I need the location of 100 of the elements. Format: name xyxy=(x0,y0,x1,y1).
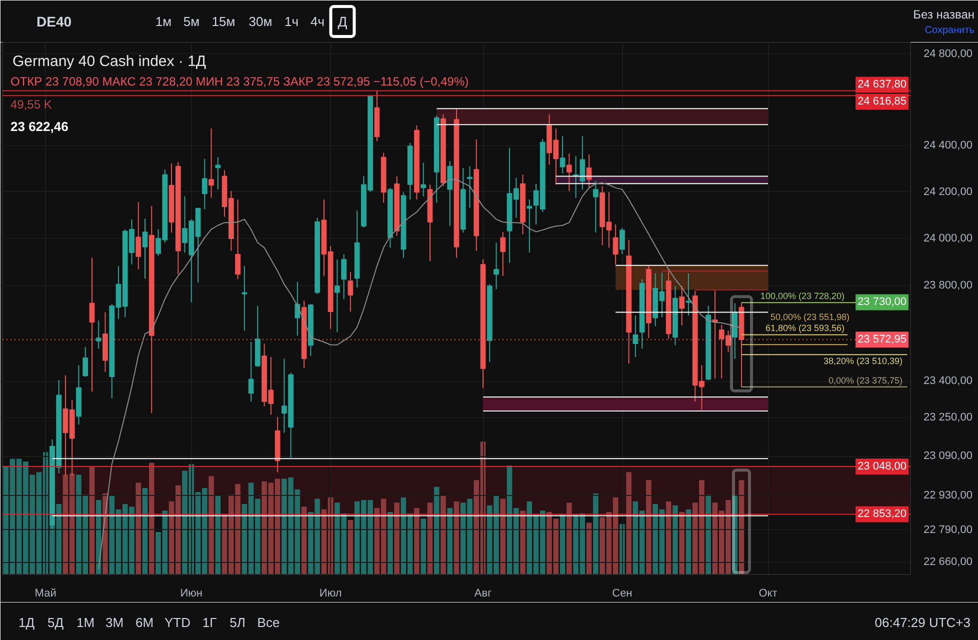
bar xyxy=(136,482,142,574)
candlestick xyxy=(679,285,685,326)
candlestick xyxy=(566,153,572,192)
y-tick-label: 23 250,00 xyxy=(924,411,972,424)
bar xyxy=(500,498,506,574)
bar xyxy=(388,512,393,574)
y-tick-label: 24 200,00 xyxy=(924,186,972,198)
x-tick-label: Июн xyxy=(180,588,203,600)
bar xyxy=(414,508,420,574)
bar xyxy=(148,462,154,574)
bar xyxy=(208,476,214,574)
candlestick xyxy=(420,162,426,197)
text: 5Д xyxy=(47,615,64,630)
candlestick xyxy=(526,198,532,254)
annotation: 23 622,46 xyxy=(10,119,68,134)
text: 4ч xyxy=(310,14,325,29)
candlestick xyxy=(202,158,208,210)
bar xyxy=(626,472,632,574)
bar xyxy=(732,494,738,574)
ref-line-label: 22 853,20 xyxy=(858,508,906,520)
y-tick-label: 23 090,00 xyxy=(924,450,972,462)
bar xyxy=(566,502,572,574)
candlestick xyxy=(592,180,598,234)
text: 50,00% (23 551,98) xyxy=(770,312,850,322)
y-tick-label: 22 930,00 xyxy=(924,489,972,502)
candlestick xyxy=(235,198,240,280)
candlestick xyxy=(248,341,254,402)
text: 15м xyxy=(212,14,236,29)
candlestick xyxy=(215,156,221,190)
series-label: 100,00% (23 728,20) xyxy=(760,291,845,302)
y-tick-label: 24 800,00 xyxy=(924,48,972,60)
text: 1Г xyxy=(202,615,217,630)
candlestick xyxy=(500,231,506,276)
text: Все xyxy=(257,615,280,630)
bar xyxy=(672,505,678,574)
candlestick xyxy=(560,136,566,174)
text: ОТКР 23 708,90 МАКС 23 728,20 МИН 23 375,75 ЗАКР 23 572,95 −115,05 (−0,49%) xyxy=(10,74,469,88)
bar xyxy=(520,510,526,574)
text: 1Д xyxy=(18,615,35,630)
x-tick-label: Окт xyxy=(758,588,778,600)
text: 1м xyxy=(155,14,172,29)
text: 5Л xyxy=(230,615,246,630)
text: DE40 xyxy=(36,14,72,30)
text: Без назван xyxy=(913,8,975,22)
candlestick xyxy=(348,271,354,312)
x-tick-label: Сен xyxy=(612,588,632,600)
text: 30м xyxy=(248,14,272,29)
candlestick xyxy=(142,218,148,280)
bar xyxy=(440,496,446,574)
candlestick xyxy=(341,254,347,300)
bar xyxy=(420,518,426,574)
ref-line-label: 24 637,80 xyxy=(858,78,906,91)
text: 3М xyxy=(105,615,124,630)
text: 6М xyxy=(135,615,154,630)
candlestick xyxy=(89,257,95,392)
text: Д xyxy=(338,14,348,30)
candlestick xyxy=(82,346,88,378)
series-label: 0,00% (23 375,75) xyxy=(828,375,903,386)
bar xyxy=(434,486,440,574)
ref-line-label: 23 048,00 xyxy=(858,460,906,472)
ref-line-label: 24 616,85 xyxy=(858,96,906,108)
y-tick-label: 22 790,00 xyxy=(924,524,972,536)
series-label: 38,20% (23 510,39) xyxy=(823,356,903,366)
annotation: 23 730,00 xyxy=(858,296,906,308)
y-tick-label: 23 400,00 xyxy=(924,375,972,388)
candlestick xyxy=(586,154,592,188)
annotation: 49,55 K xyxy=(10,98,52,112)
bar xyxy=(593,493,598,574)
text: 5м xyxy=(183,14,200,29)
candlestick xyxy=(632,315,638,358)
candlestick xyxy=(96,320,102,350)
y-tick-label: 22 660,00 xyxy=(924,556,972,568)
candlestick xyxy=(467,166,472,208)
candlestick xyxy=(136,202,142,270)
bar xyxy=(706,494,712,574)
y-tick-label: 24 400,00 xyxy=(924,139,972,152)
x-tick-label: Авг xyxy=(474,588,492,600)
candlestick xyxy=(620,227,625,255)
bar xyxy=(586,522,592,574)
candlestick xyxy=(612,224,618,265)
bar xyxy=(394,502,400,574)
text: Сохранить xyxy=(924,25,975,36)
bar xyxy=(348,520,354,574)
y-tick-label: 23 800,00 xyxy=(924,280,972,292)
bar xyxy=(679,512,684,574)
bar xyxy=(646,480,652,574)
series-label: 61,80% (23 593,56) xyxy=(765,323,845,334)
candlestick xyxy=(208,128,214,198)
candlestick xyxy=(686,272,692,316)
x-tick-label: Июл xyxy=(319,588,342,600)
y-tick-label: 24 000,00 xyxy=(924,232,972,245)
candlestick xyxy=(242,266,248,332)
text: 1ч xyxy=(284,14,299,29)
candlestick xyxy=(334,258,340,333)
text: Germany 40 Cash index · 1Д xyxy=(12,53,206,70)
ref-line-label: 23 572,95 xyxy=(858,334,906,346)
x-tick-label: Май xyxy=(34,588,56,600)
candlestick xyxy=(294,281,300,336)
candlestick xyxy=(494,242,499,290)
text: 1М xyxy=(76,615,95,630)
